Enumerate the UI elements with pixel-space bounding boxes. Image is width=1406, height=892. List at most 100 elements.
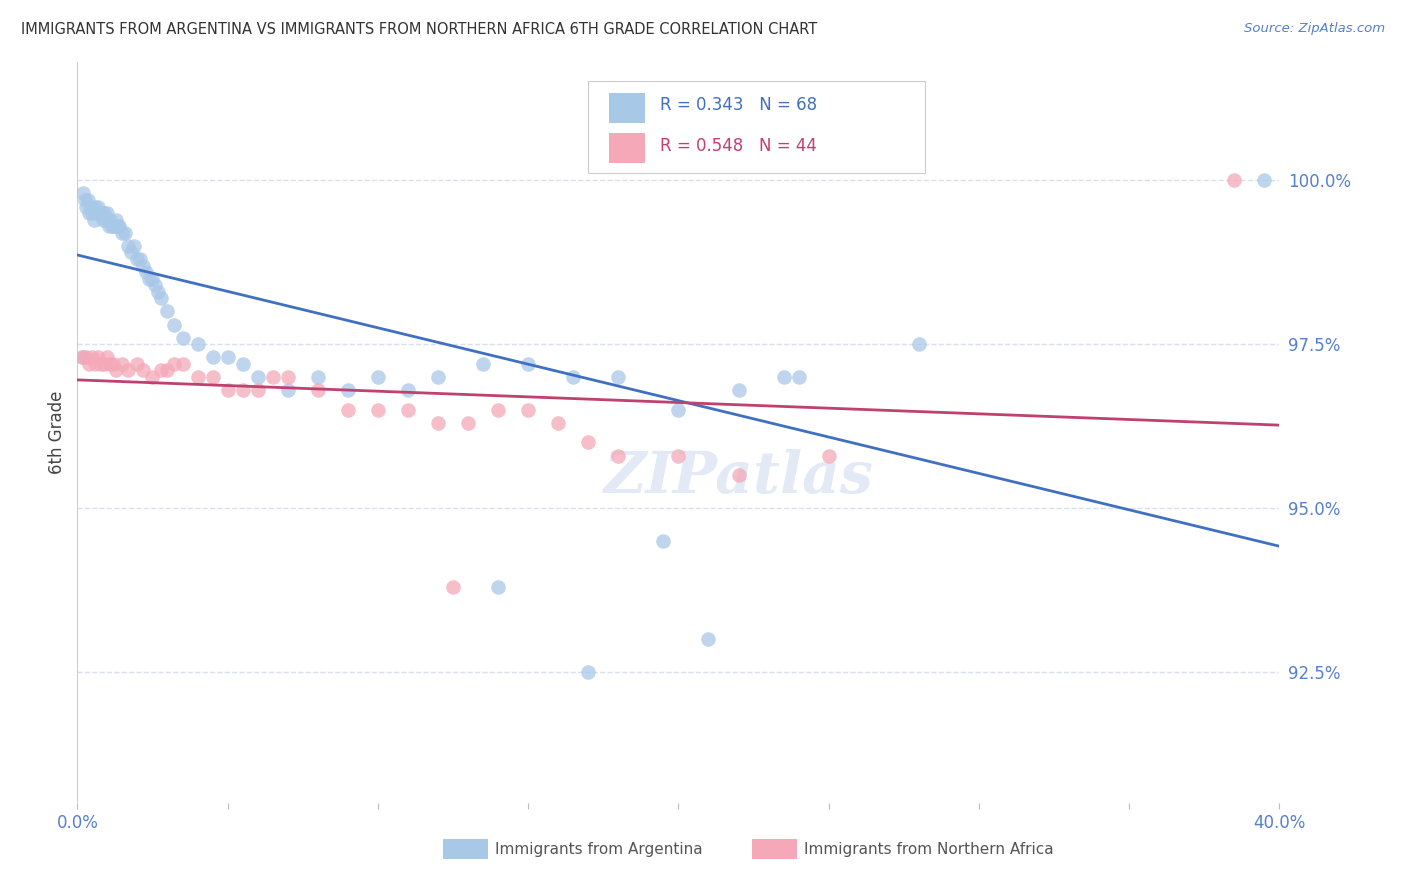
Text: R = 0.548   N = 44: R = 0.548 N = 44 [661,137,817,155]
Point [84,357,107,371]
Point [82,206,104,220]
Point [129,252,152,266]
Y-axis label: 6th Grade: 6th Grade [48,391,66,475]
Point [576,435,599,450]
Point [396,402,419,417]
Point [217,383,239,397]
Point [141,370,163,384]
Point [787,370,810,384]
Point [103,357,125,371]
FancyBboxPatch shape [609,134,645,163]
Point [94,212,117,227]
Point [148,285,170,299]
Point [117,239,139,253]
Point [156,363,179,377]
Point [141,271,163,285]
Point [277,370,299,384]
Point [367,402,389,417]
Point [132,363,155,377]
Point [1253,173,1275,187]
Point [150,291,173,305]
Point [486,580,509,594]
Point [91,212,114,227]
Point [246,383,269,397]
Point [367,370,389,384]
Point [156,304,179,318]
Point [652,533,675,548]
Point [97,219,120,234]
Point [162,357,184,371]
Point [87,351,110,365]
Point [72,186,94,201]
Point [668,449,690,463]
Point [101,219,124,234]
Point [607,449,630,463]
Point [124,239,146,253]
Point [668,402,690,417]
Point [138,271,160,285]
Point [457,416,479,430]
Point [727,383,749,397]
Point [127,252,149,266]
Point [576,665,599,679]
Point [145,278,167,293]
Point [172,330,194,344]
Point [172,357,194,371]
Point [132,259,155,273]
Text: Immigrants from Northern Africa: Immigrants from Northern Africa [804,842,1054,856]
Text: IMMIGRANTS FROM ARGENTINA VS IMMIGRANTS FROM NORTHERN AFRICA 6TH GRADE CORRELATI: IMMIGRANTS FROM ARGENTINA VS IMMIGRANTS … [21,22,817,37]
Point [87,200,110,214]
Point [547,416,569,430]
Text: ZIPatlas: ZIPatlas [603,449,873,505]
Point [107,219,129,234]
Point [697,632,720,646]
Text: Source: ZipAtlas.com: Source: ZipAtlas.com [1244,22,1385,36]
Text: Immigrants from Argentina: Immigrants from Argentina [495,842,703,856]
Point [104,219,127,234]
Point [70,351,93,365]
Point [75,351,97,365]
FancyBboxPatch shape [588,81,925,173]
Text: R = 0.343   N = 68: R = 0.343 N = 68 [661,96,817,114]
Point [186,370,209,384]
Point [262,370,284,384]
Point [96,351,118,365]
Point [517,357,540,371]
Point [441,580,464,594]
Point [246,370,269,384]
Point [307,383,329,397]
Point [72,351,94,365]
FancyBboxPatch shape [609,94,645,123]
Point [336,383,359,397]
Point [82,351,104,365]
Point [96,206,118,220]
Point [1223,173,1246,187]
Point [232,383,254,397]
Point [472,357,495,371]
Point [908,337,931,351]
Point [117,363,139,377]
Point [79,357,101,371]
Point [727,468,749,483]
Point [84,200,107,214]
Point [150,363,173,377]
Point [120,245,142,260]
Point [114,226,136,240]
Point [73,193,96,207]
Point [772,370,794,384]
Point [89,206,111,220]
Point [162,318,184,332]
Point [76,193,98,207]
Point [277,383,299,397]
Point [517,402,540,417]
Point [427,370,450,384]
Point [90,206,112,220]
Point [307,370,329,384]
Point [86,206,108,220]
Point [111,226,134,240]
Point [100,212,122,227]
Point [100,357,122,371]
Point [83,212,105,227]
Point [111,357,134,371]
Point [135,265,157,279]
